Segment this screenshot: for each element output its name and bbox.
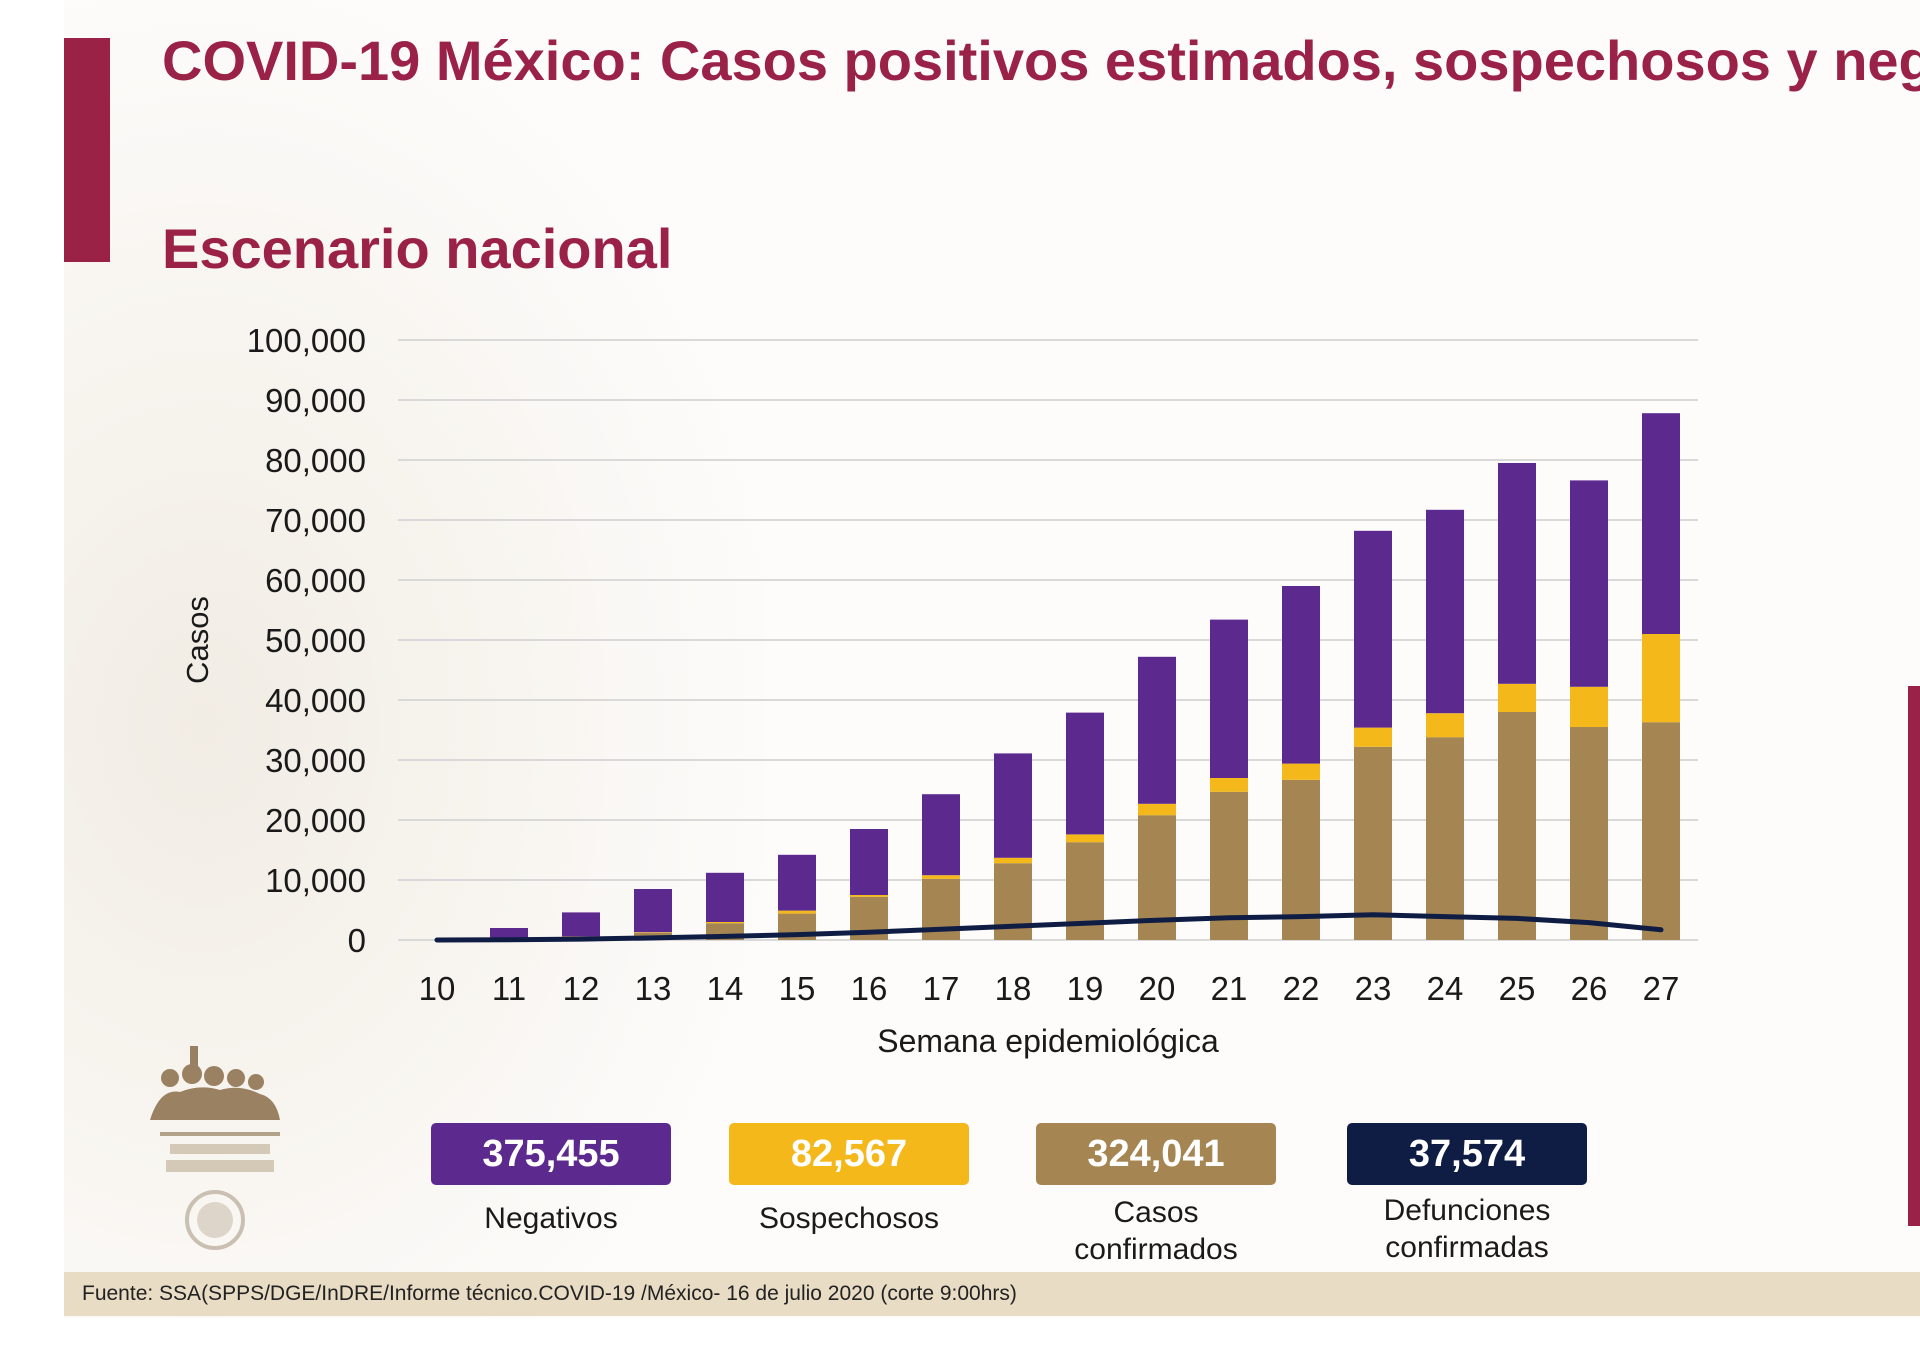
chart-gridlines: [398, 339, 1698, 941]
confirmados-label-line2: confirmados: [1074, 1233, 1238, 1266]
bar-segment-negativos: [634, 889, 672, 933]
bar-segment-negativos: [1570, 480, 1608, 687]
confirmados-total-badge: 324,041: [1036, 1123, 1276, 1185]
sospechosos-label-line1: Sospechosos: [758, 1202, 940, 1235]
y-tick-label: 0: [348, 922, 366, 959]
bar-segment-negativos: [1642, 413, 1680, 634]
negativos-total-label: Negativos: [431, 1200, 671, 1237]
y-tick-label: 10,000: [265, 862, 366, 899]
side-accent-bar: [1908, 686, 1920, 1226]
x-tick-label: 24: [1427, 970, 1464, 1007]
defunciones-label-line2: confirmadas: [1385, 1231, 1549, 1264]
bar-segment-negativos: [778, 854, 816, 911]
bar-segment-negativos: [1426, 509, 1464, 714]
defunciones-total-badge: 37,574: [1347, 1123, 1587, 1185]
x-tick-label: 14: [707, 970, 744, 1007]
x-tick-label: 13: [635, 970, 672, 1007]
bar-segment-sospechosos: [1642, 634, 1680, 723]
x-tick-label: 15: [779, 970, 816, 1007]
negativos-total-badge: 375,455: [431, 1123, 671, 1185]
x-tick-label: 22: [1283, 970, 1320, 1007]
page-subtitle: Escenario nacional: [162, 217, 673, 280]
x-tick-label: 17: [923, 970, 960, 1007]
bar-segment-sospechosos: [1066, 834, 1104, 843]
chart-bars: [490, 413, 1680, 940]
page-title: COVID-19 México: Casos positivos estimad…: [162, 30, 1920, 92]
x-tick-label: 20: [1139, 970, 1176, 1007]
y-tick-label: 70,000: [265, 502, 366, 539]
bar-segment-negativos: [994, 753, 1032, 858]
x-axis-tick-labels: 10 11 12 13 14 15 16 17 18 19 20 21 22 23 24 25 26 27: [419, 970, 1680, 1007]
bar-segment-negativos: [1282, 586, 1320, 764]
bar-segment-sospechosos: [994, 857, 1032, 864]
confirmados-label-line1: Casos: [1113, 1196, 1199, 1229]
bar-segment-negativos: [1138, 656, 1176, 804]
x-tick-label: 25: [1499, 970, 1536, 1007]
bar-segment-negativos: [1354, 530, 1392, 728]
confirmados-total-label: Casos confirmados: [1036, 1194, 1276, 1268]
bar-segment-sospechosos: [634, 932, 672, 933]
bar-segment-casos-confirmados: [1642, 722, 1680, 940]
bar-segment-negativos: [490, 928, 528, 940]
x-tick-label: 27: [1643, 970, 1680, 1007]
x-tick-label: 21: [1211, 970, 1248, 1007]
source-footer: Fuente: SSA(SPPS/DGE/InDRE/Informe técni…: [64, 1272, 1920, 1316]
bar-segment-sospechosos: [1426, 713, 1464, 738]
bar-segment-negativos: [706, 872, 744, 922]
bar-segment-sospechosos: [1210, 778, 1248, 792]
slide-background: COVID-19 México: Casos positivos estimad…: [64, 0, 1920, 1318]
bar-segment-sospechosos: [1138, 803, 1176, 816]
y-tick-label: 80,000: [265, 442, 366, 479]
y-tick-label: 40,000: [265, 682, 366, 719]
x-tick-label: 16: [851, 970, 888, 1007]
y-tick-label: 20,000: [265, 802, 366, 839]
title-accent-bar: [64, 38, 110, 262]
x-tick-label: 10: [419, 970, 456, 1007]
defunciones-label-line1: Defunciones: [1383, 1194, 1551, 1227]
bar-segment-sospechosos: [778, 910, 816, 914]
bar-segment-negativos: [562, 912, 600, 937]
bar-segment-sospechosos: [1282, 763, 1320, 780]
defunciones-line: [434, 912, 1664, 943]
defunciones-line-group: [434, 912, 1664, 943]
x-tick-label: 23: [1355, 970, 1392, 1007]
y-tick-label: 100,000: [247, 322, 366, 359]
x-tick-label: 11: [492, 970, 526, 1007]
bar-segment-negativos: [1066, 712, 1104, 835]
y-tick-label: 90,000: [265, 382, 366, 419]
bar-segment-negativos: [1210, 619, 1248, 778]
y-tick-label: 30,000: [265, 742, 366, 779]
bar-segment-casos-confirmados: [1282, 779, 1320, 940]
bar-segment-sospechosos: [1498, 683, 1536, 712]
bar-segment-casos-confirmados: [1354, 746, 1392, 940]
x-axis-label: Semana epidemiológica: [877, 1023, 1219, 1059]
bar-segment-sospechosos: [1354, 727, 1392, 747]
y-axis-label: Casos: [180, 596, 215, 684]
y-tick-label: 60,000: [265, 562, 366, 599]
bar-segment-negativos: [922, 794, 960, 876]
bar-segment-casos-confirmados: [1426, 737, 1464, 940]
bar-segment-negativos: [850, 829, 888, 895]
sospechosos-total-badge: 82,567: [729, 1123, 969, 1185]
bar-segment-sospechosos: [1570, 686, 1608, 727]
x-tick-label: 19: [1067, 970, 1104, 1007]
bar-segment-sospechosos: [850, 895, 888, 897]
bar-segment-sospechosos: [706, 922, 744, 924]
bar-segment-casos-confirmados: [1498, 712, 1536, 940]
bar-segment-negativos: [1498, 463, 1536, 684]
x-tick-label: 12: [563, 970, 600, 1007]
x-tick-label: 26: [1571, 970, 1608, 1007]
defunciones-total-label: Defunciones confirmadas: [1347, 1192, 1587, 1266]
y-tick-label: 50,000: [265, 622, 366, 659]
government-logo: [150, 1046, 280, 1250]
sospechosos-total-label: Sospechosos: [729, 1200, 969, 1237]
bar-segment-casos-confirmados: [1570, 727, 1608, 940]
y-axis-tick-labels: 0 10,000 20,000 30,000 40,000 50,000 60,000 70,…: [247, 322, 366, 959]
bar-segment-sospechosos: [922, 875, 960, 879]
negativos-label-line1: Negativos: [484, 1202, 618, 1235]
x-tick-label: 18: [995, 970, 1032, 1007]
